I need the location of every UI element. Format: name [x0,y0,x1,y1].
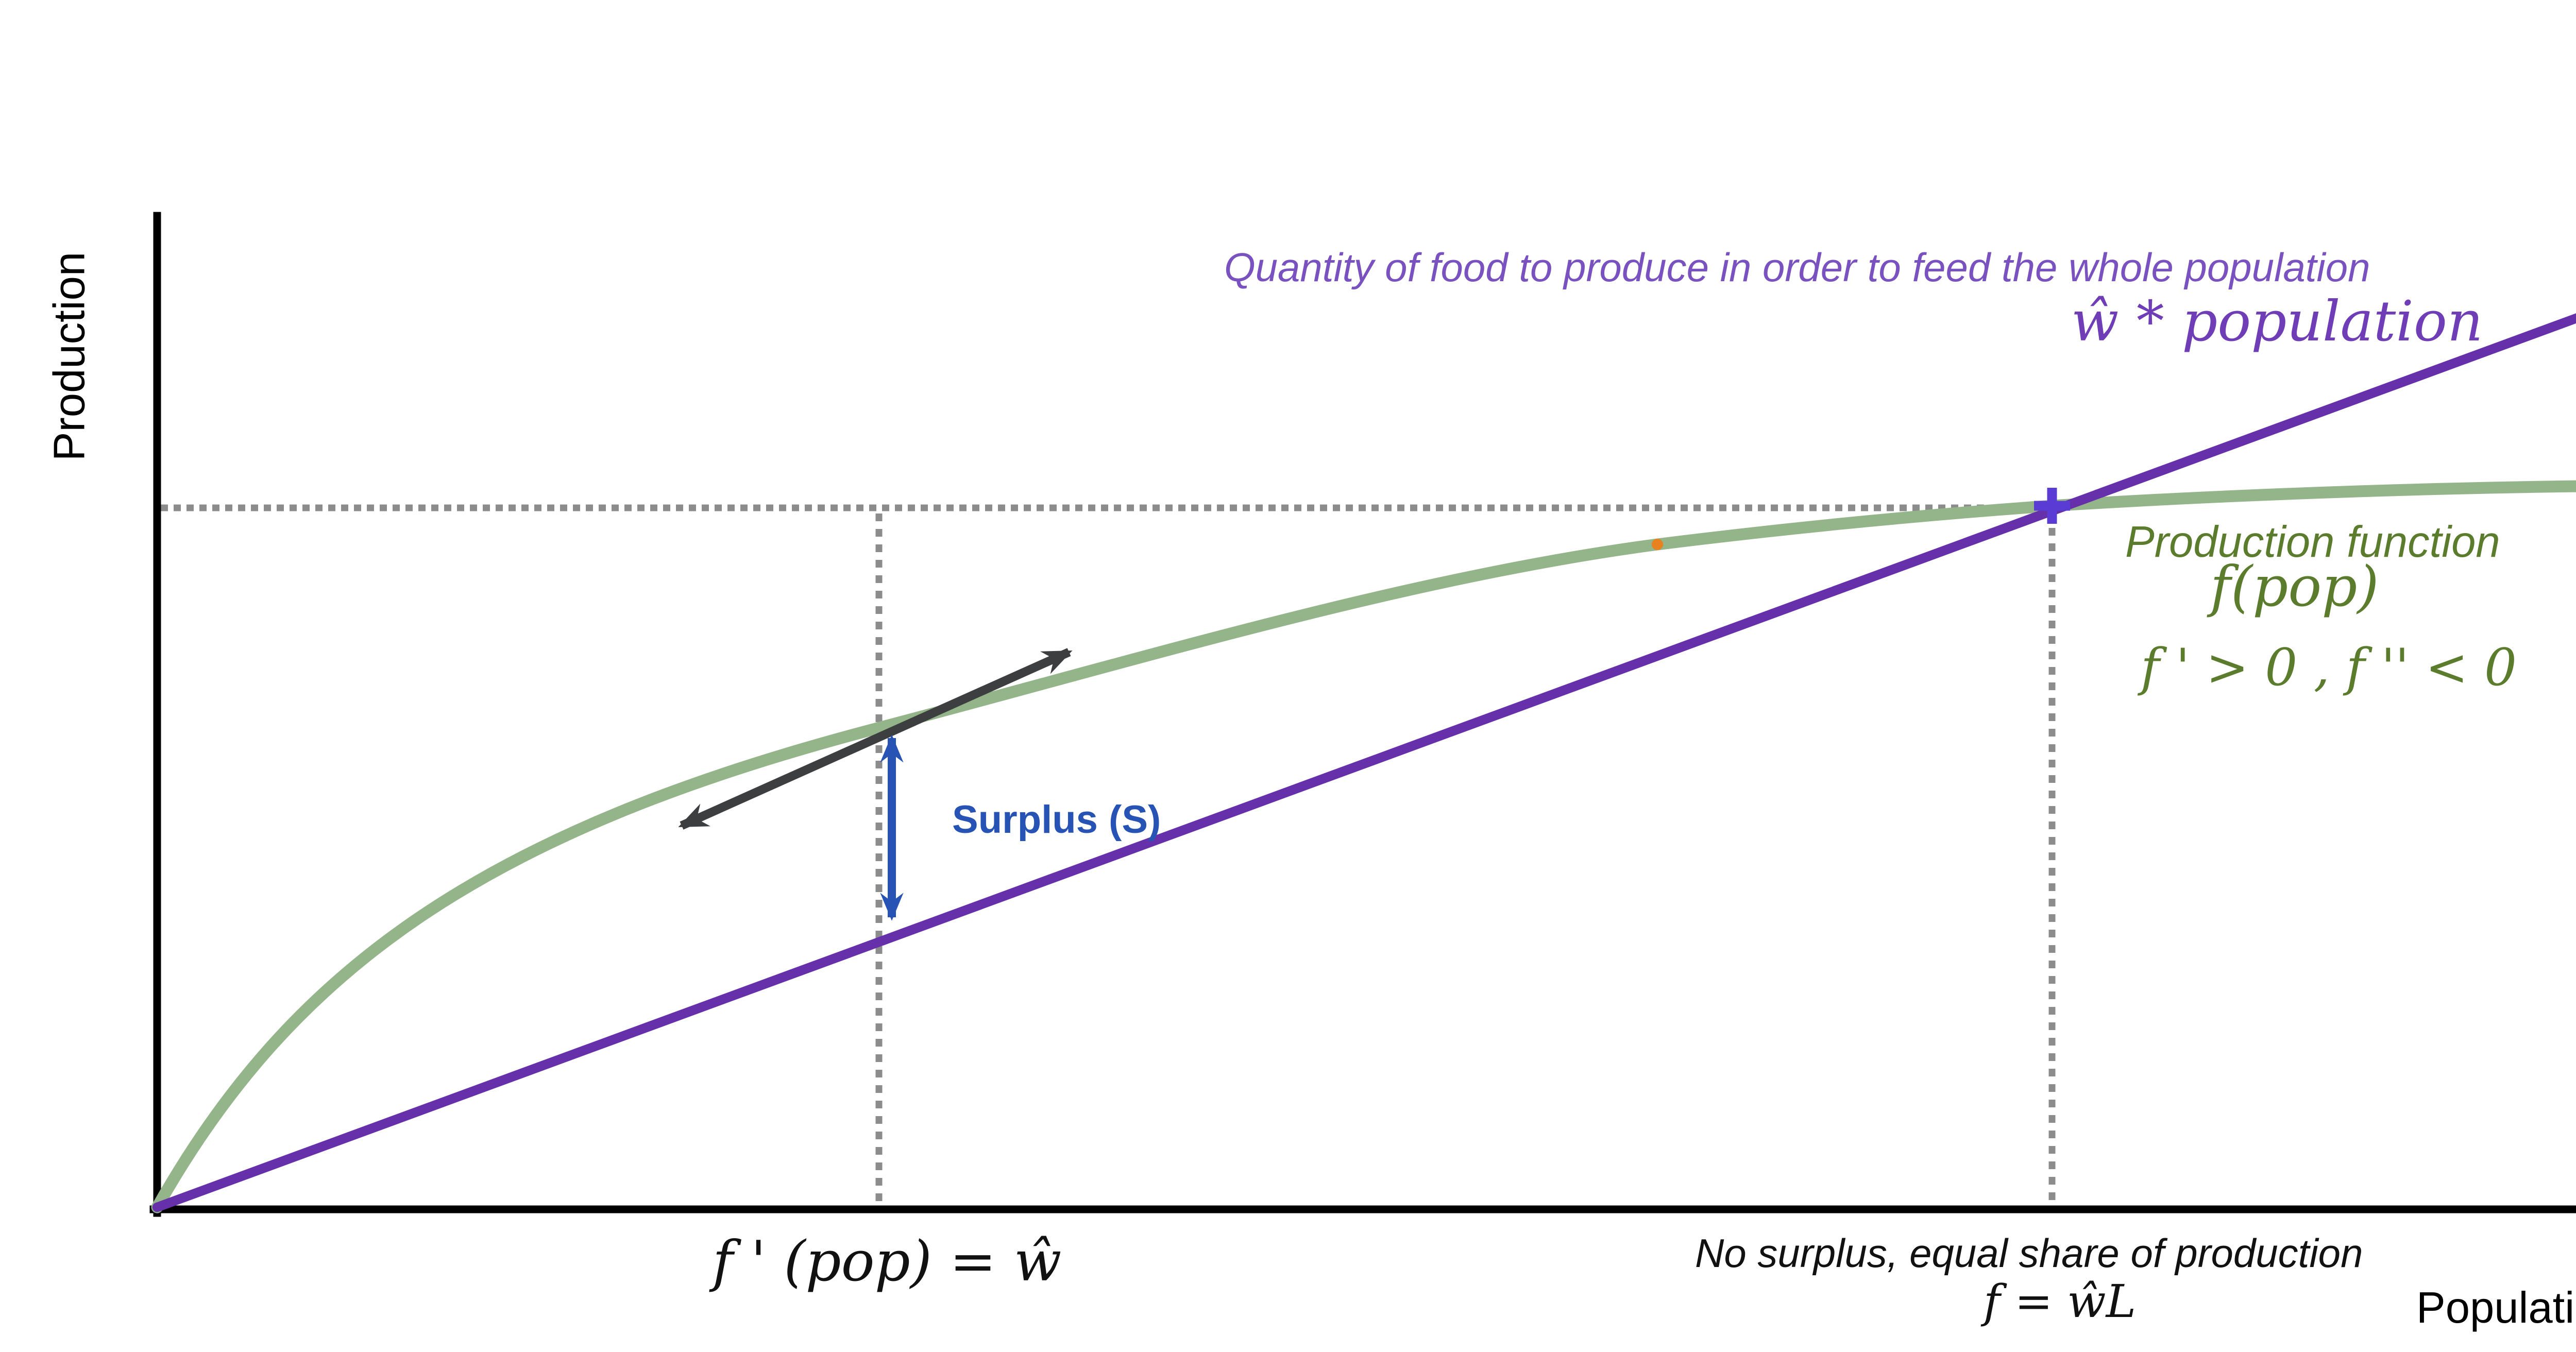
equilibrium-caption: No surplus, equal share of production [1695,1230,2363,1276]
tangency-condition-formula: f ' (pop) = ŵ [713,1229,1062,1294]
wage-line-caption: Quantity of food to produce in order to … [1224,245,2370,290]
equilibrium-formula: f = ŵL [1984,1275,2137,1328]
y-axis-label: Production [45,251,94,461]
x-axis-label: Population [2416,1283,2576,1332]
production-function-label: Production function [2125,518,2500,567]
orange-dot-marker [1652,539,1663,550]
production-function-curve [151,480,2576,1213]
surplus-label: Surplus (S) [952,798,1161,842]
production-function-formula: f(pop) [2210,555,2379,619]
y-axis-label-wrapper: Production [45,252,94,461]
tangent-double-arrow [678,648,1073,830]
wage-line-formula: ŵ * population [2071,289,2483,354]
wage-times-population-line [152,313,2576,1212]
production-function-derivatives: f ' > 0 , f '' < 0 [2141,638,2517,697]
